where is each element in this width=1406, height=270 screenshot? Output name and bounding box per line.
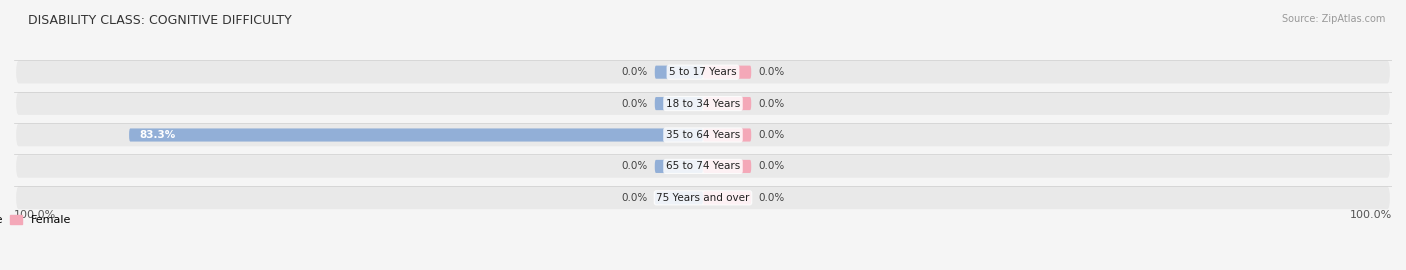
FancyBboxPatch shape xyxy=(703,129,751,141)
Text: 75 Years and over: 75 Years and over xyxy=(657,193,749,203)
FancyBboxPatch shape xyxy=(15,124,1391,146)
FancyBboxPatch shape xyxy=(655,66,703,79)
FancyBboxPatch shape xyxy=(15,187,1391,209)
Text: 18 to 34 Years: 18 to 34 Years xyxy=(666,99,740,109)
FancyBboxPatch shape xyxy=(703,66,751,79)
Text: 0.0%: 0.0% xyxy=(758,99,785,109)
Text: 5 to 17 Years: 5 to 17 Years xyxy=(669,67,737,77)
Text: DISABILITY CLASS: COGNITIVE DIFFICULTY: DISABILITY CLASS: COGNITIVE DIFFICULTY xyxy=(28,14,292,26)
Text: 0.0%: 0.0% xyxy=(758,161,785,171)
Text: 0.0%: 0.0% xyxy=(758,193,785,203)
Text: 83.3%: 83.3% xyxy=(139,130,176,140)
Legend: Male, Female: Male, Female xyxy=(0,210,76,230)
FancyBboxPatch shape xyxy=(703,191,751,204)
Text: 35 to 64 Years: 35 to 64 Years xyxy=(666,130,740,140)
FancyBboxPatch shape xyxy=(15,155,1391,178)
Text: 0.0%: 0.0% xyxy=(621,193,648,203)
Text: Source: ZipAtlas.com: Source: ZipAtlas.com xyxy=(1281,14,1385,23)
FancyBboxPatch shape xyxy=(15,92,1391,115)
FancyBboxPatch shape xyxy=(655,191,703,204)
FancyBboxPatch shape xyxy=(703,160,751,173)
Text: 65 to 74 Years: 65 to 74 Years xyxy=(666,161,740,171)
Text: 0.0%: 0.0% xyxy=(758,130,785,140)
Text: 0.0%: 0.0% xyxy=(758,67,785,77)
Text: 0.0%: 0.0% xyxy=(621,161,648,171)
Text: 0.0%: 0.0% xyxy=(621,67,648,77)
FancyBboxPatch shape xyxy=(655,97,703,110)
FancyBboxPatch shape xyxy=(703,97,751,110)
FancyBboxPatch shape xyxy=(655,160,703,173)
Text: 100.0%: 100.0% xyxy=(1350,210,1392,221)
FancyBboxPatch shape xyxy=(15,61,1391,83)
Text: 100.0%: 100.0% xyxy=(14,210,56,221)
Text: 0.0%: 0.0% xyxy=(621,99,648,109)
FancyBboxPatch shape xyxy=(129,129,703,141)
